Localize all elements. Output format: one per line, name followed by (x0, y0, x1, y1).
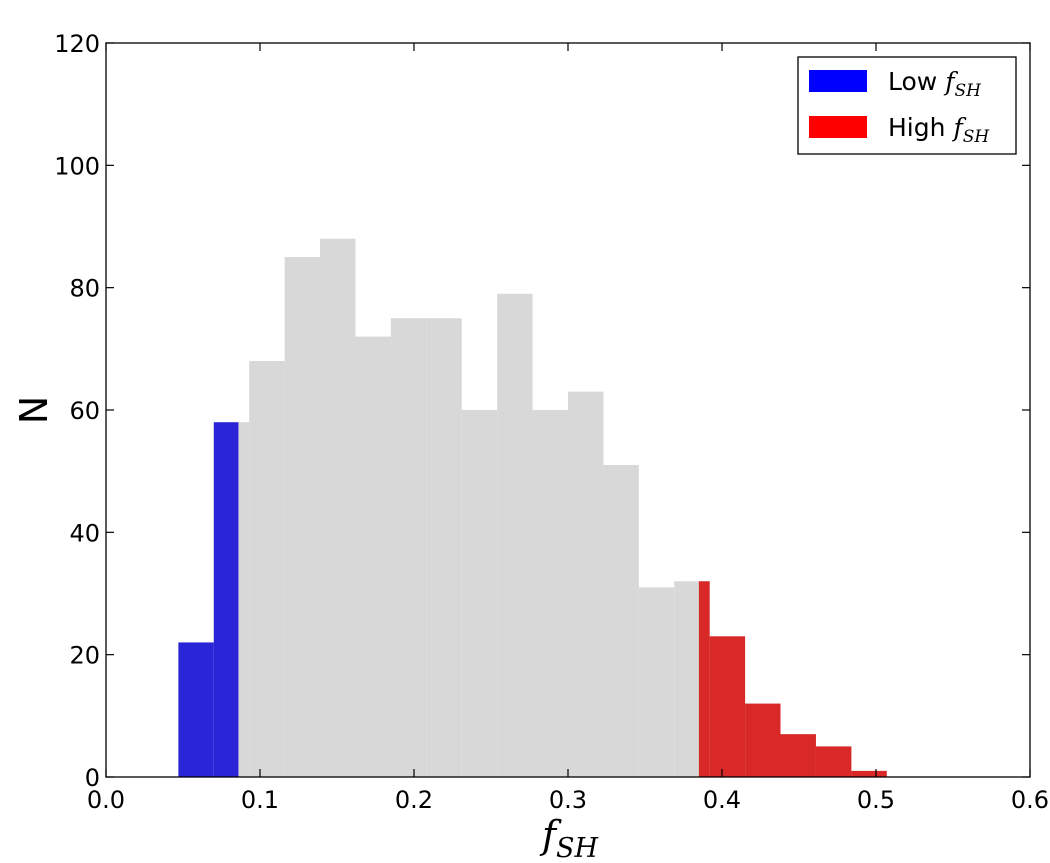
bar-all-2 (249, 361, 285, 777)
x-tick-label: 0.6 (1011, 786, 1049, 814)
histogram-bars (178, 238, 887, 777)
x-tick-label: 0.1 (241, 786, 279, 814)
bar-all-11 (568, 391, 604, 777)
bar-high-16 (745, 703, 781, 777)
bar-high-18 (815, 746, 852, 777)
x-tick-label: 0.2 (395, 786, 433, 814)
bar-low-0 (178, 642, 214, 777)
legend-swatch-high (809, 116, 867, 138)
legend-swatch-low (809, 70, 867, 92)
y-tick-label: 120 (54, 30, 100, 58)
bar-high-15 (709, 636, 746, 777)
bar-all-5 (355, 336, 391, 777)
x-tick-labels: 0.0 0.1 0.2 0.3 0.4 0.5 0.6 (87, 786, 1049, 814)
y-tick-label: 40 (69, 519, 100, 547)
bar-all-4 (320, 238, 356, 777)
y-tick-label: 60 (69, 397, 100, 425)
bar-all-13 (638, 587, 675, 777)
bar-high-14 (698, 581, 710, 777)
x-axis-label: fSH (539, 813, 599, 863)
legend-label-high: High fSH (888, 113, 990, 147)
bar-all-7 (426, 318, 462, 777)
bar-all-3 (284, 257, 321, 777)
y-tick-label: 0 (85, 764, 100, 792)
bar-high-17 (780, 734, 816, 777)
bar-low-1 (213, 422, 239, 777)
x-tick-label: 0.5 (857, 786, 895, 814)
y-tick-label: 20 (69, 642, 100, 670)
bar-all-9 (497, 293, 533, 777)
x-tick-label: 0.0 (87, 786, 125, 814)
x-tick-label: 0.3 (549, 786, 587, 814)
y-tick-labels: 0 20 40 60 80 100 120 (54, 30, 100, 792)
y-tick-label: 80 (69, 275, 100, 303)
y-axis-label: N (12, 396, 56, 424)
bar-all-10 (532, 410, 568, 777)
x-axis-label-subscript: SH (556, 833, 598, 863)
bar-high-19 (851, 770, 887, 777)
axis-ticks (105, 42, 1031, 778)
bar-all-8 (461, 410, 498, 777)
legend-label-low: Low fSH (888, 67, 982, 101)
legend: Low fSH High fSH (797, 56, 1017, 155)
x-tick-label: 0.4 (703, 786, 741, 814)
bar-all-6 (390, 318, 427, 777)
y-tick-label: 100 (54, 152, 100, 180)
bar-all-12 (603, 465, 639, 777)
